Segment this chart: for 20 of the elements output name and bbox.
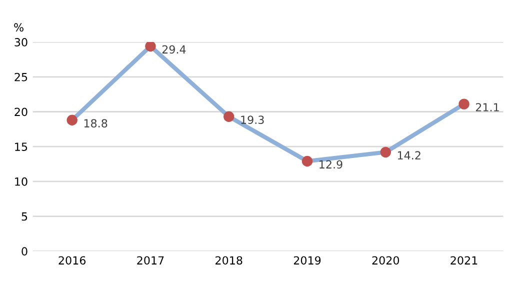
x-tick-label: 2017 [137,256,164,265]
y-tick-label: 5 [22,212,28,221]
data-label: 29.4 [162,45,186,54]
y-axis-title: % [14,23,24,32]
y-tick-label: 0 [22,247,28,256]
y-tick-label: 15 [15,142,28,151]
y-tick-label: 25 [14,72,28,82]
data-label: 21.1 [476,103,499,112]
x-tick-label: 2016 [58,256,86,265]
data-label: 18.8 [84,119,108,128]
x-tick-label: 2020 [372,256,400,265]
data-label: 12.9 [320,160,342,169]
data-label: 19.3 [241,116,264,124]
y-tick-label: 10 [15,177,28,186]
x-tick-label: 2018 [216,256,242,265]
data-label: 14.2 [398,151,420,160]
y-tick-label: 30 [14,38,28,46]
x-tick-label: 2021 [450,256,478,265]
x-tick-label: 2019 [294,256,321,265]
y-tick-label: 20 [14,108,28,116]
